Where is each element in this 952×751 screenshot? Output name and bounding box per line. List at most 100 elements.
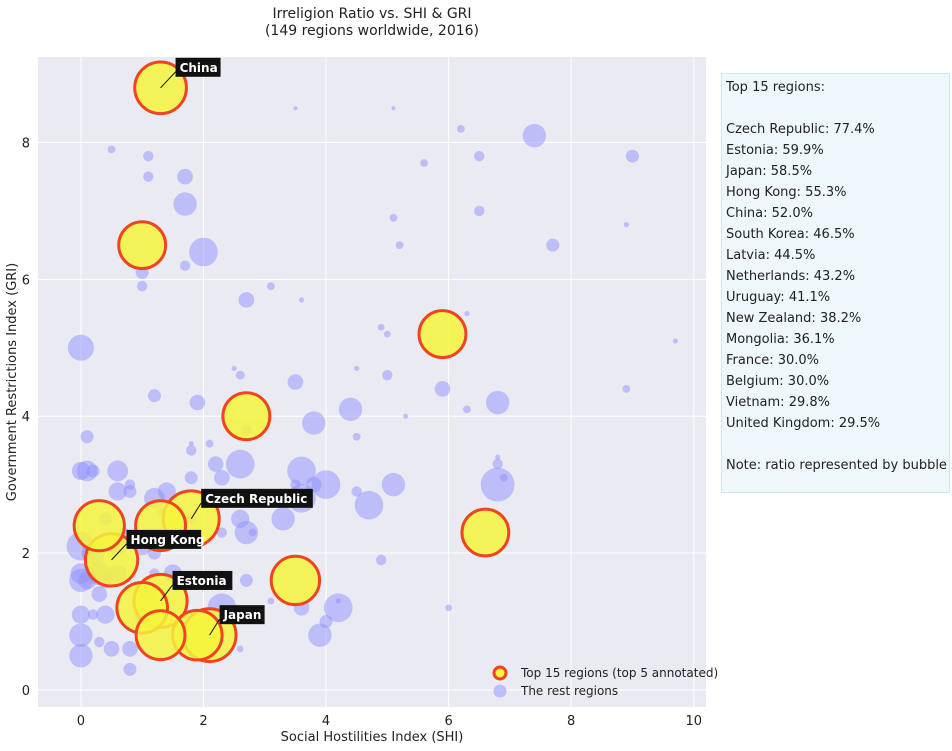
legend-rest-marker (493, 684, 507, 698)
y-tick-label: 0 (22, 684, 30, 699)
rest-region-bubble (391, 106, 396, 111)
rest-region-bubble (122, 641, 138, 657)
top-region-bubble (417, 309, 468, 360)
top-region-bubble (460, 507, 511, 558)
rest-region-bubble (143, 171, 154, 182)
rest-region-bubble (177, 168, 193, 185)
rest-region-bubble (96, 605, 115, 624)
rest-region-bubble (67, 334, 94, 361)
rest-region-bubble (80, 430, 94, 444)
panel-line: Note: ratio represented by bubble size (726, 458, 952, 473)
rest-region-bubble (173, 192, 197, 216)
top-region-bubble (72, 499, 126, 553)
rest-region-bubble (71, 605, 90, 624)
legend-top-marker (492, 665, 508, 681)
rest-region-bubble (308, 623, 332, 647)
rest-region-bubble (375, 554, 387, 566)
rest-region-bubble (474, 151, 485, 162)
rest-region-bubble (474, 205, 485, 217)
rest-region-bubble (143, 151, 154, 162)
annotation-box (172, 570, 233, 590)
rest-region-bubble (239, 573, 253, 587)
rest-region-bubble (495, 454, 501, 460)
panel-line: China: 52.0% (726, 206, 813, 221)
rest-region-bubble (354, 490, 384, 520)
panel-line (726, 434, 949, 455)
x-tick-label: 0 (77, 714, 85, 729)
rest-region-bubble (625, 149, 639, 163)
panel-line: Mongolia: 36.1% (726, 332, 835, 347)
rest-region-bubble (124, 479, 136, 490)
rest-region-bubble (107, 145, 116, 154)
annotation-box (201, 488, 313, 508)
annotations-layer: Czech Republic Estonia Japan Hong Kong China (111, 57, 313, 636)
panel-line: Hong Kong: 55.3% (726, 185, 847, 200)
rest-region-bubble (323, 593, 353, 623)
rest-region-bubble (456, 124, 465, 133)
rest-region-bubble (234, 520, 259, 545)
annotation-leader (160, 71, 176, 89)
rest-region-bubble (381, 472, 406, 497)
legend-label: The rest regions (520, 684, 618, 698)
rest-region-bubble (420, 159, 428, 167)
annotation-label: Czech Republic (205, 492, 307, 506)
legend: Top 15 regions (top 5 annotated) The rest… (492, 665, 718, 698)
rest-region-bubble (188, 440, 194, 447)
legend-label: Top 15 regions (top 5 annotated) (520, 666, 718, 680)
x-tick-label: 10 (685, 714, 702, 729)
rest-region-bubble (103, 641, 120, 657)
rest-region-bubble (136, 281, 148, 292)
top-regions-panel: Top 15 regions: Czech Republic: 77.4% Esto… (721, 73, 952, 493)
panel-line: South Korea: 46.5% (726, 227, 855, 242)
top-region-bubble (117, 220, 168, 271)
rest-region-bubble (267, 597, 275, 605)
annotation-label: China (180, 61, 218, 75)
rest-region-bubble (463, 405, 471, 414)
rest-region-bubble (87, 609, 99, 620)
rest-region-bubble (214, 469, 230, 486)
rest-region-bubble (464, 310, 470, 317)
panel-line (726, 98, 949, 119)
annotation-leader (111, 543, 127, 561)
top-region-bubble (221, 391, 272, 442)
rest-region-bubble (231, 365, 237, 371)
rest-region-bubble (271, 507, 295, 531)
tick-labels: 0 2 4 6 8 10 0 2 4 6 8 (22, 137, 702, 729)
rest-region-bubble (623, 222, 629, 228)
rest-region-bubble (546, 238, 560, 252)
annotation-label: Hong Kong (131, 533, 205, 547)
x-tick-label: 8 (567, 714, 575, 729)
rest-region-bubble (94, 636, 105, 648)
rest-region-bubble (91, 586, 108, 602)
rest-region-bubble (69, 623, 93, 647)
annotation-label: Estonia (177, 574, 227, 588)
rest-region-bubble (338, 397, 363, 422)
rest-region-bubble (622, 384, 631, 393)
rest-region-bubble (382, 369, 393, 381)
panel-line: Japan: 58.5% (726, 164, 813, 179)
annotation-leader (160, 584, 173, 602)
y-tick-label: 2 (22, 547, 30, 562)
rest-region-bubble (108, 482, 127, 501)
rest-region-bubble (354, 365, 360, 371)
rest-region-bubble (123, 662, 137, 676)
rest-region-bubble (389, 213, 398, 222)
panel-line: United Kingdom: 29.5% (726, 416, 881, 431)
rest-region-bubble (522, 123, 547, 148)
rest-region-bubble (287, 456, 316, 486)
annotation-box (219, 605, 265, 625)
panel-line: Latvia: 44.5% (726, 248, 816, 263)
y-tick-label: 8 (22, 137, 30, 152)
y-axis-label: Government Restrictions Index (GRI) (5, 263, 20, 501)
panel-line: Estonia: 59.9% (726, 143, 824, 158)
y-tick-label: 6 (22, 273, 30, 288)
panel-line: France: 30.0% (726, 353, 820, 368)
annotation-box (126, 529, 202, 549)
rest-region-bubble (189, 394, 206, 411)
rest-region-bubble (352, 432, 361, 441)
rest-region-bubble (403, 413, 409, 419)
annotation-leader (190, 502, 202, 520)
panel-line: Vietnam: 29.8% (726, 395, 830, 410)
rest-region-bubble (248, 528, 257, 537)
rest-region-bubble (179, 260, 191, 271)
